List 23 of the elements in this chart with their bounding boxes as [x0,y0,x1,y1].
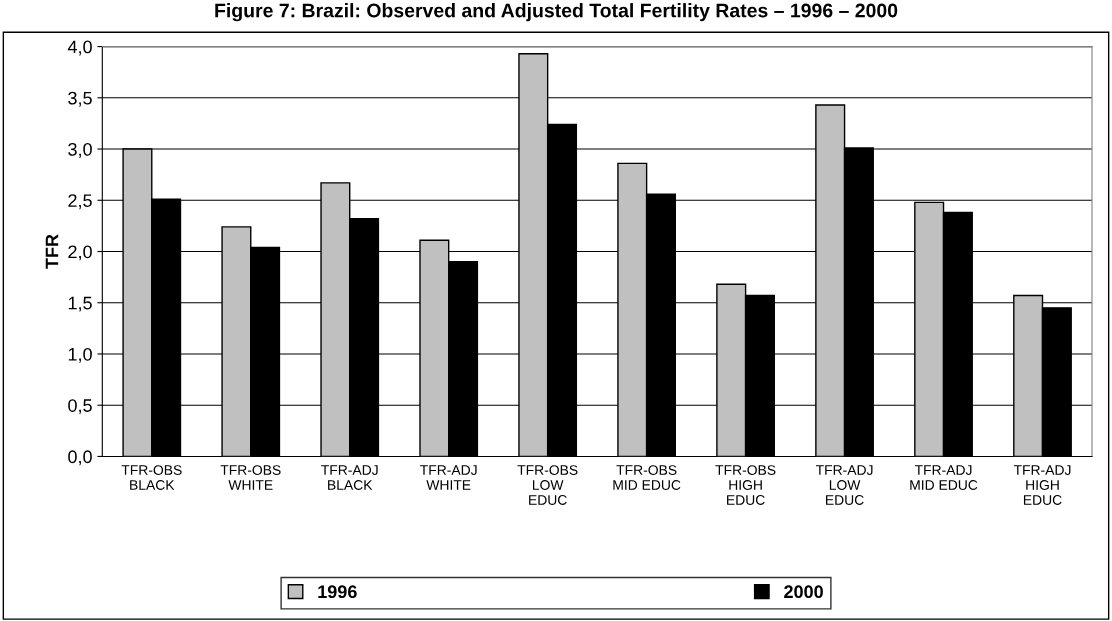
y-tick-label: 0,5 [68,399,92,415]
x-tick-label: TFR-ADJ BLACK [321,465,378,490]
legend-label: 1996 [318,585,357,599]
x-tick-label: TFR-OBS HIGH EDUC [715,465,776,505]
chart-title: Figure 7: Brazil: Observed and Adjusted Total Fertility Rates – 1996 – 2000 [215,3,898,22]
y-tick-label: 2,0 [68,245,92,261]
y-tick-label: 0,0 [68,450,92,466]
y-axis-title: TFR [45,234,59,269]
y-tick-label: 1,0 [68,347,92,363]
y-tick-label: 2,5 [68,194,92,210]
legend-label: 2000 [784,585,823,599]
x-tick-label: TFR-ADJ HIGH EDUC [1013,465,1071,505]
x-tick-label: TFR-OBS BLACK [121,465,182,490]
y-tick-label: 3,0 [68,142,92,158]
x-tick-label: TFR-OBS MID EDUC [613,465,681,490]
y-tick-label: 1,5 [68,296,92,312]
x-tick-label: TFR-OBS LOW EDUC [517,465,578,505]
x-tick-label: TFR-ADJ MID EDUC [910,465,978,490]
x-tick-label: TFR-ADJ WHITE [420,465,477,490]
y-tick-label: 4,0 [67,40,92,56]
y-tick-label: 3,5 [68,91,92,107]
x-tick-label: TFR-OBS WHITE [220,465,281,490]
x-tick-label: TFR-ADJ LOW EDUC [815,465,873,505]
